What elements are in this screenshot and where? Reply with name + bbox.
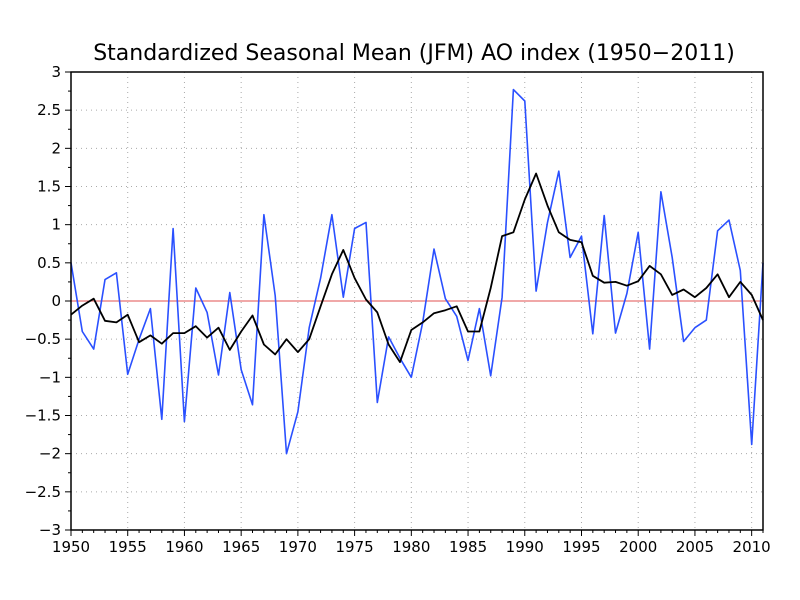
series-line-1 — [70, 88, 764, 455]
y-tick-label: −2.5 — [25, 483, 61, 501]
grid-lines — [71, 72, 763, 530]
y-tick-label: 0.5 — [37, 254, 61, 272]
series-line-2 — [70, 172, 764, 364]
y-tick-label: −3 — [39, 521, 61, 539]
y-tick-label: 0 — [51, 292, 61, 310]
x-tick-label: 1965 — [222, 538, 260, 556]
x-tick-label: 2000 — [619, 538, 657, 556]
x-tick-label: 1975 — [336, 538, 374, 556]
chart-title: Standardized Seasonal Mean (JFM) AO inde… — [93, 41, 735, 66]
y-tick-label: −1.5 — [25, 407, 61, 425]
x-tick-label: 2005 — [676, 538, 714, 556]
y-tick-label: 1 — [51, 216, 61, 234]
x-tick-label: 2010 — [733, 538, 771, 556]
x-tick-label: 1960 — [165, 538, 203, 556]
y-tick-label: 3 — [51, 63, 61, 81]
y-tick-label: −0.5 — [25, 330, 61, 348]
y-tick-label: 2 — [51, 139, 61, 157]
y-tick-label: 1.5 — [37, 178, 61, 196]
axis-ticks: 1950 1955 1960 1965 1970 1975 1980 1985 1990 1995… — [25, 63, 771, 556]
y-tick-label: 2.5 — [37, 101, 61, 119]
series-layer — [70, 88, 764, 455]
x-tick-label: 1980 — [392, 538, 430, 556]
y-tick-label: −2 — [39, 445, 61, 463]
x-tick-label: 1955 — [109, 538, 147, 556]
x-tick-label: 1995 — [562, 538, 600, 556]
x-tick-label: 1990 — [506, 538, 544, 556]
x-tick-label: 1950 — [52, 538, 90, 556]
x-tick-label: 1985 — [449, 538, 487, 556]
x-tick-label: 1970 — [279, 538, 317, 556]
y-tick-label: −1 — [39, 368, 61, 386]
